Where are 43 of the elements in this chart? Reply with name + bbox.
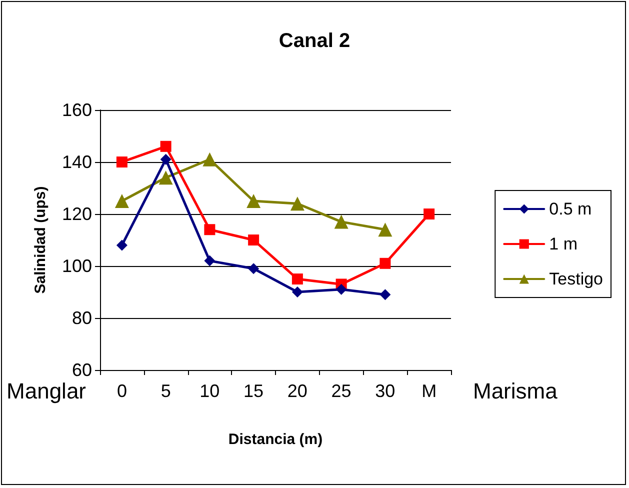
x-tick-label: 25 (331, 381, 352, 401)
point (424, 208, 435, 220)
point (378, 222, 392, 237)
chart-title: Canal 2 (278, 30, 350, 52)
y-axis-title: Salinidad (ups) (32, 186, 49, 294)
point (292, 286, 303, 298)
point (380, 289, 391, 300)
x-tick-label: 30 (375, 381, 396, 401)
x-tick-label: 10 (200, 381, 220, 401)
point (292, 274, 303, 284)
text: Marisma (473, 378, 558, 404)
y-tick-label: 120 (62, 204, 92, 224)
y-tick-label: 140 (62, 152, 92, 172)
x-tick-label: 5 (160, 381, 171, 401)
x-tick-label: M (422, 381, 437, 401)
point (204, 255, 216, 266)
text: Manglar (6, 378, 86, 404)
point (158, 170, 173, 185)
point (116, 156, 128, 168)
y-tick-label: 100 (62, 256, 92, 276)
point (334, 214, 348, 229)
point (248, 234, 260, 246)
point (204, 224, 216, 236)
y-tick-label: 80 (72, 308, 92, 328)
x-tick-label: 20 (287, 381, 308, 401)
point (160, 140, 172, 152)
x-tick-label: 0 (116, 381, 127, 401)
point (290, 196, 304, 211)
point (160, 154, 172, 165)
point (336, 284, 347, 295)
legend-label: Testigo (549, 270, 604, 288)
legend-label: 1 m (549, 234, 578, 254)
point (114, 194, 129, 208)
point (202, 152, 217, 166)
point (246, 194, 261, 208)
x-axis-title: Distancia (m) (228, 431, 323, 448)
legend-label: 0.5 m (549, 200, 592, 218)
y-tick-label: 60 (72, 360, 92, 380)
y-tick-label: 160 (62, 100, 92, 120)
point (116, 240, 128, 251)
x-tick-label: 15 (244, 381, 264, 401)
point (380, 258, 391, 269)
point (248, 263, 260, 274)
